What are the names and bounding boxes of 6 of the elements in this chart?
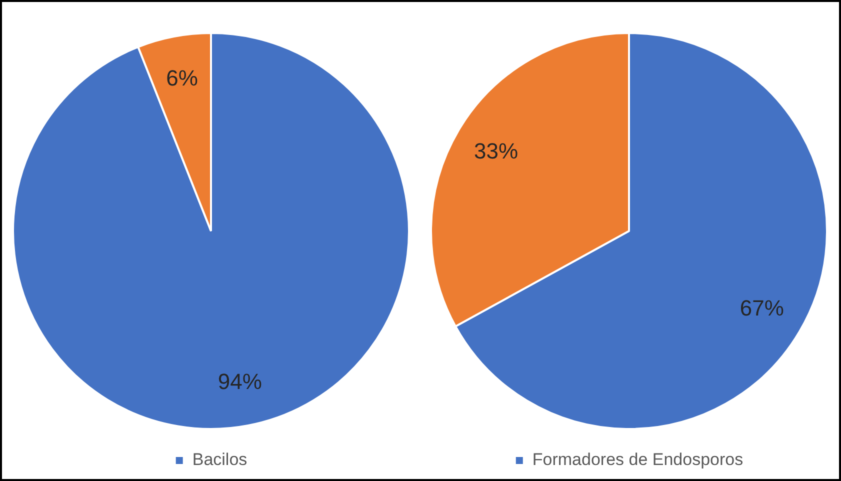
legend-label: Bacilos — [192, 450, 248, 470]
data-label: 67% — [740, 296, 784, 321]
data-label: 33% — [474, 138, 518, 164]
data-label: 6% — [166, 65, 198, 90]
legend-label: Formadores de Endosporos — [532, 450, 744, 470]
data-label: 94% — [218, 368, 262, 394]
